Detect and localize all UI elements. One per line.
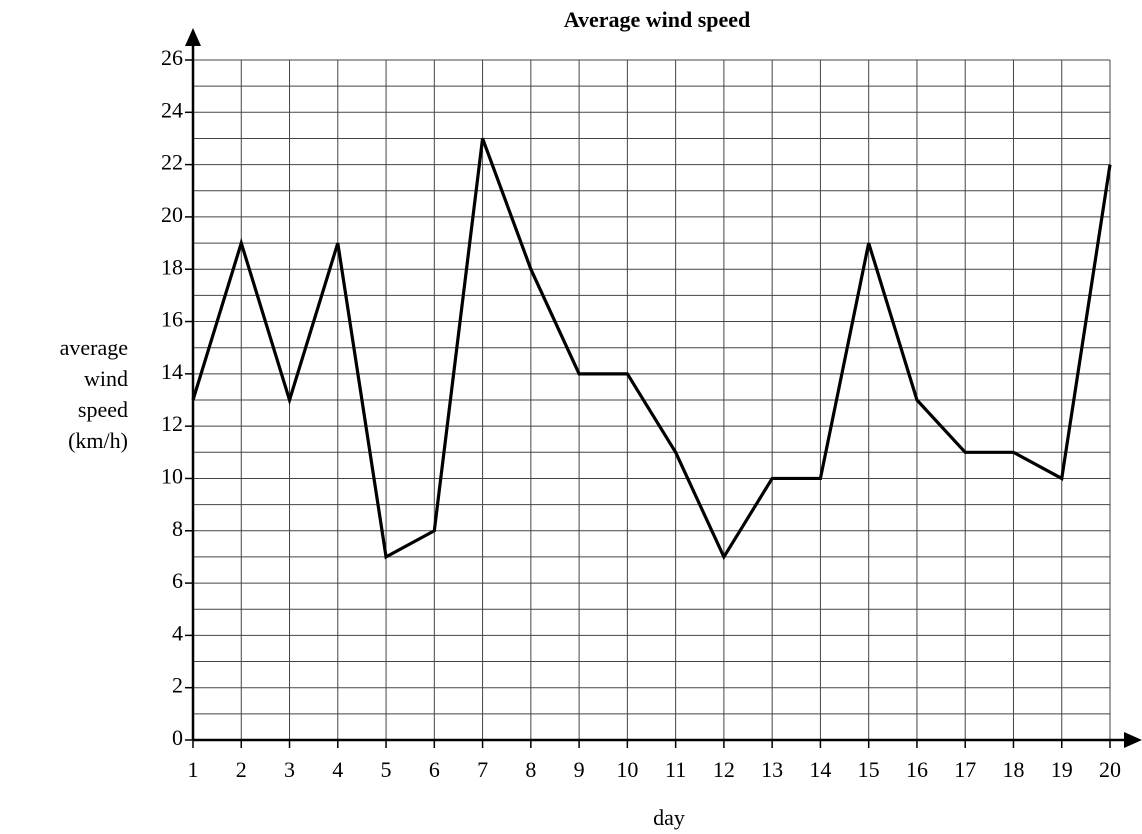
y-tick-label: 20 bbox=[161, 202, 183, 227]
y-tick-label: 16 bbox=[161, 307, 183, 332]
y-tick-label: 0 bbox=[172, 725, 183, 750]
y-axis-arrow bbox=[185, 28, 201, 46]
x-tick-label: 12 bbox=[713, 757, 735, 782]
y-tick-label: 26 bbox=[161, 45, 183, 70]
x-tick-label: 3 bbox=[284, 757, 295, 782]
y-tick-label: 12 bbox=[161, 411, 183, 436]
y-tick-label: 10 bbox=[161, 464, 183, 489]
x-tick-label: 1 bbox=[188, 757, 199, 782]
x-tick-label: 6 bbox=[429, 757, 440, 782]
chart: Average wind speed day average wind speed (… bbox=[0, 0, 1142, 834]
x-tick-label: 2 bbox=[236, 757, 247, 782]
x-tick-label: 7 bbox=[477, 757, 488, 782]
y-axis-label: average bbox=[60, 335, 128, 360]
x-tick-label: 5 bbox=[381, 757, 392, 782]
x-tick-label: 9 bbox=[574, 757, 585, 782]
y-tick-label: 6 bbox=[172, 568, 183, 593]
x-tick-label: 10 bbox=[616, 757, 638, 782]
x-tick-label: 11 bbox=[665, 757, 686, 782]
x-tick-label: 16 bbox=[906, 757, 928, 782]
x-tick-label: 18 bbox=[1002, 757, 1024, 782]
y-tick-label: 2 bbox=[172, 673, 183, 698]
chart-title: Average wind speed bbox=[564, 7, 751, 32]
y-axis-label: (km/h) bbox=[68, 428, 128, 453]
x-tick-label: 4 bbox=[332, 757, 343, 782]
x-axis-arrow bbox=[1124, 732, 1142, 748]
y-tick-label: 8 bbox=[172, 516, 183, 541]
x-tick-label: 19 bbox=[1051, 757, 1073, 782]
y-tick-label: 22 bbox=[161, 150, 183, 175]
y-axis-label: speed bbox=[78, 397, 128, 422]
y-tick-label: 14 bbox=[161, 359, 183, 384]
x-tick-label: 17 bbox=[954, 757, 976, 782]
y-tick-label: 4 bbox=[172, 620, 183, 645]
y-tick-label: 24 bbox=[161, 97, 183, 122]
x-tick-label: 14 bbox=[809, 757, 831, 782]
y-tick-label: 18 bbox=[161, 254, 183, 279]
x-tick-label: 13 bbox=[761, 757, 783, 782]
x-tick-label: 20 bbox=[1099, 757, 1121, 782]
x-axis-label: day bbox=[653, 805, 685, 830]
y-axis-label: wind bbox=[84, 366, 128, 391]
x-tick-label: 15 bbox=[858, 757, 880, 782]
x-tick-label: 8 bbox=[525, 757, 536, 782]
